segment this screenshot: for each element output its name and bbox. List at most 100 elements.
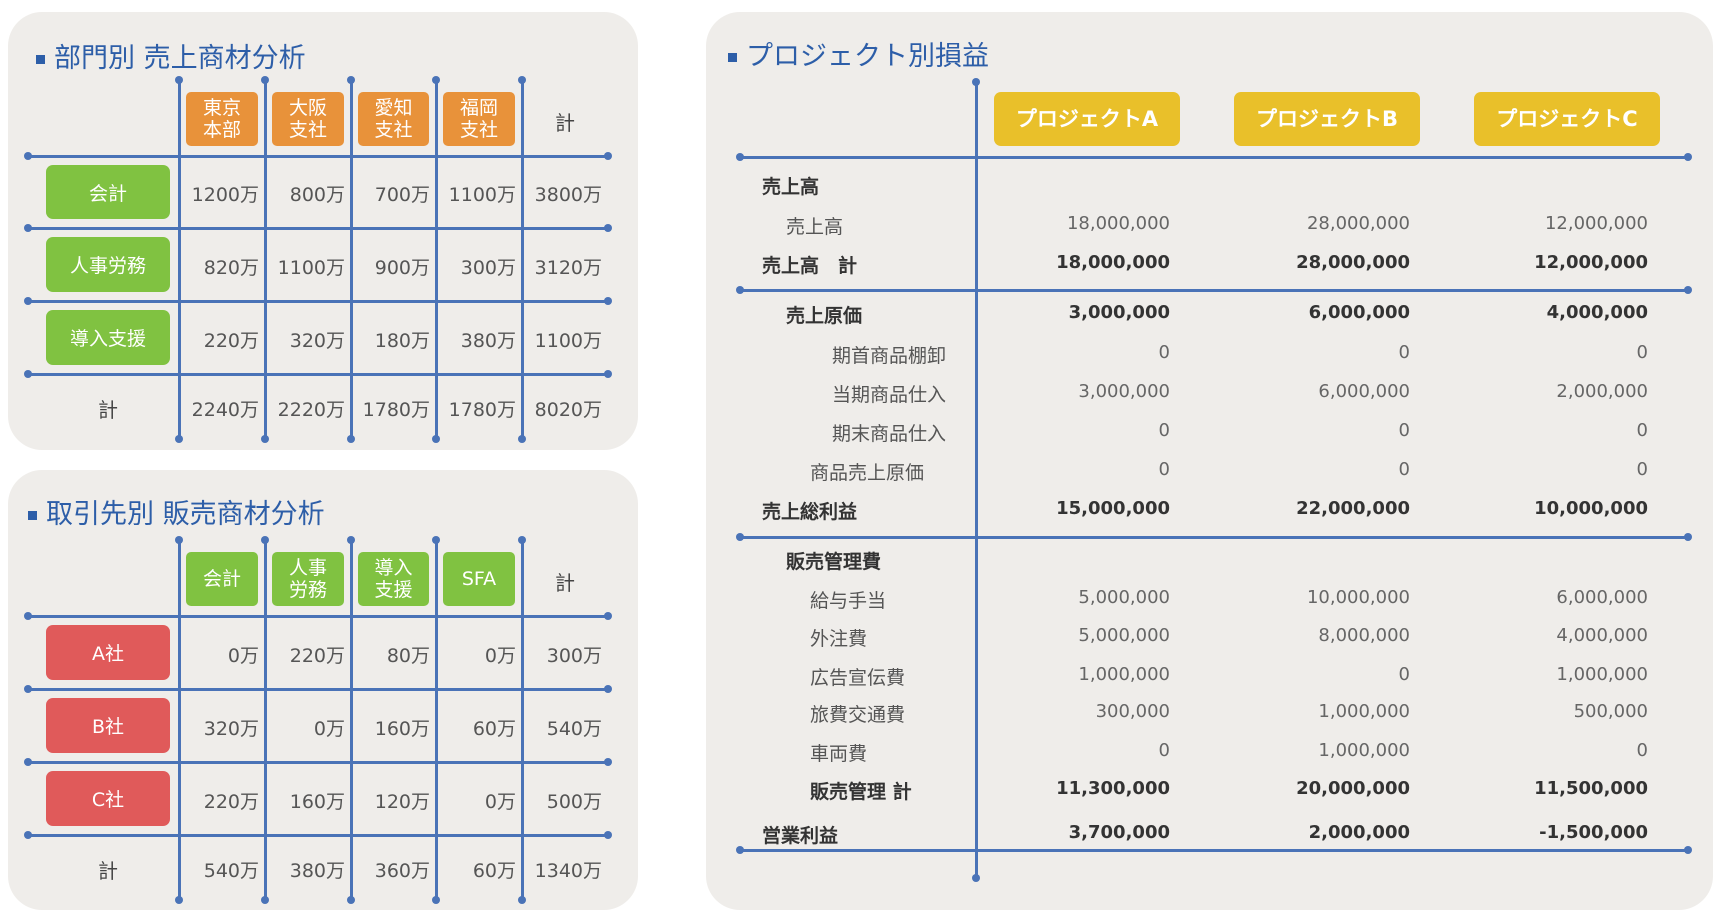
- title-square-icon: [36, 55, 45, 64]
- pl-value: 5,000,000: [1078, 625, 1170, 646]
- table-cell: 1100万: [448, 184, 516, 206]
- grid-dot: [604, 831, 612, 839]
- grid-dot: [432, 76, 440, 84]
- grid-vline: [178, 540, 181, 900]
- row-label: 導入支援: [46, 310, 170, 365]
- table-cell: 320万: [203, 717, 259, 740]
- grid-dot: [972, 78, 980, 86]
- table-cell: 60万: [472, 859, 516, 882]
- pl-row-label: 広告宣伝費: [810, 667, 906, 689]
- table-cell: 180万: [374, 329, 430, 352]
- pl-value: 1,000,000: [1318, 740, 1410, 761]
- table-cell: 900万: [374, 256, 430, 279]
- grid-vline: [350, 540, 353, 900]
- title-square-icon: [728, 53, 737, 62]
- project-header: プロジェクトC: [1474, 92, 1660, 146]
- table-cell: 1780万: [448, 398, 516, 421]
- column-header-total: 計: [555, 571, 575, 595]
- pl-value: 6,000,000: [1556, 587, 1648, 608]
- grid-hline: [740, 289, 1688, 292]
- grid-dot: [175, 435, 183, 443]
- pl-value: 3,000,000: [1078, 381, 1170, 402]
- pl-value: 1,000,000: [1556, 664, 1648, 685]
- pl-value: 12,000,000: [1534, 252, 1648, 273]
- pl-value: 3,700,000: [1068, 822, 1170, 843]
- grid-dot: [347, 536, 355, 544]
- pl-value: 0: [1636, 420, 1648, 441]
- row-label: 人事労務: [46, 237, 170, 292]
- column-header: 人事 労務: [272, 552, 344, 606]
- column-header: 愛知 支社: [358, 92, 429, 146]
- table-cell: 160万: [374, 717, 430, 740]
- grid-dot: [432, 896, 440, 904]
- grid-dot: [1684, 153, 1692, 161]
- pl-value: 0: [1636, 342, 1648, 363]
- pl-value: 0: [1158, 459, 1170, 480]
- table-cell: 220万: [203, 329, 259, 352]
- table-cell: 3120万: [534, 256, 602, 279]
- column-header-total: 計: [555, 111, 575, 135]
- pl-value: 15,000,000: [1056, 498, 1170, 519]
- grid-dot: [175, 76, 183, 84]
- table-cell: 0万: [484, 644, 516, 667]
- pl-row-label: 販売管理 計: [810, 781, 912, 803]
- table-cell: 3800万: [534, 184, 602, 206]
- pl-row-label: 営業利益: [762, 825, 839, 847]
- pl-value: 0: [1158, 420, 1170, 441]
- pl-value: 0: [1398, 420, 1410, 441]
- pl-value: 4,000,000: [1546, 302, 1648, 323]
- grid-dot: [24, 224, 32, 232]
- pl-value: 10,000,000: [1306, 587, 1410, 608]
- grid-dot: [24, 370, 32, 378]
- grid-hline: [28, 373, 608, 376]
- table-cell: 80万: [386, 644, 430, 667]
- table-cell: 0万: [227, 644, 259, 667]
- grid-dot: [604, 152, 612, 160]
- table-cell: 2220万: [277, 398, 345, 421]
- pl-value: 0: [1398, 459, 1410, 480]
- pl-value: 28,000,000: [1306, 213, 1410, 234]
- grid-dot: [736, 846, 744, 854]
- grid-vline: [435, 80, 438, 439]
- grid-dot: [604, 758, 612, 766]
- pl-value: 11,500,000: [1534, 778, 1648, 799]
- grid-vline: [264, 540, 267, 900]
- pl-row-label: 期末商品仕入: [832, 423, 947, 445]
- table-cell: 1100万: [277, 256, 345, 279]
- table-cell: 1200万: [191, 184, 259, 206]
- row-label: B社: [46, 698, 170, 753]
- grid-hline: [28, 615, 608, 618]
- grid-dot: [1684, 286, 1692, 294]
- project-header: プロジェクトA: [994, 92, 1180, 146]
- grid-dot: [24, 831, 32, 839]
- grid-dot: [261, 435, 269, 443]
- pl-value: 28,000,000: [1296, 252, 1410, 273]
- table-cell: 160万: [289, 790, 345, 813]
- pl-row-label: 売上高: [786, 216, 844, 238]
- grid-dot: [175, 536, 183, 544]
- grid-dot: [175, 896, 183, 904]
- table-cell: 380万: [460, 329, 516, 352]
- pl-value: 0: [1636, 740, 1648, 761]
- pl-value: 0: [1398, 664, 1410, 685]
- project-pl-panel: プロジェクト別損益 プロジェクトA プロジェクトB プロジェクトC 売上高 売上高 18,…: [706, 12, 1713, 910]
- pl-row-label: 販売管理費: [786, 551, 882, 573]
- grid-dot: [1684, 533, 1692, 541]
- pl-value: 1,000,000: [1318, 701, 1410, 722]
- panel-title: 部門別 売上商材分析: [36, 36, 306, 75]
- pl-value: 0: [1636, 459, 1648, 480]
- table-cell: 320万: [289, 329, 345, 352]
- table-cell: 8020万: [534, 398, 602, 421]
- grid-hline: [28, 300, 608, 303]
- grid-dot: [604, 224, 612, 232]
- pl-value: 2,000,000: [1308, 822, 1410, 843]
- pl-row-label: 期首商品棚卸: [832, 345, 947, 367]
- grid-dot: [736, 153, 744, 161]
- table-cell: 380万: [289, 859, 345, 882]
- grid-dot: [518, 435, 526, 443]
- pl-value: 11,300,000: [1056, 778, 1170, 799]
- pl-value: 1,000,000: [1078, 664, 1170, 685]
- pl-value: 0: [1158, 342, 1170, 363]
- grid-dot: [1684, 846, 1692, 854]
- grid-dot: [518, 536, 526, 544]
